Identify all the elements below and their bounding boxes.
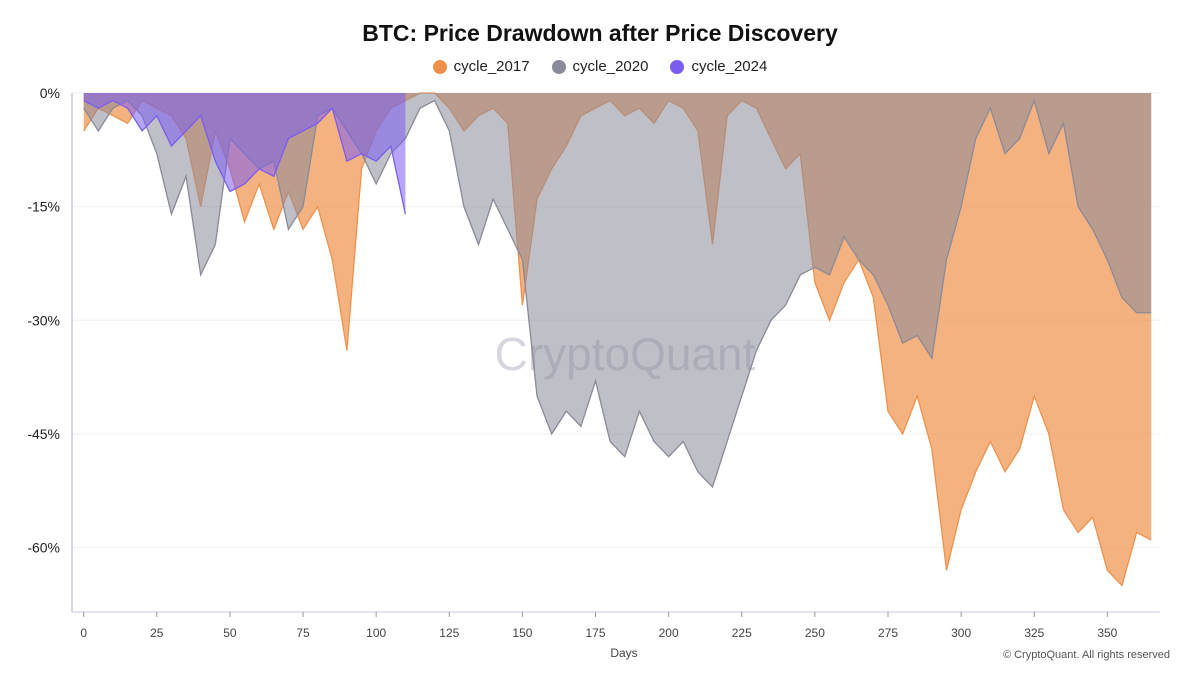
chart-title: BTC: Price Drawdown after Price Discover… [362, 20, 838, 46]
series-area-cycle_2020 [83, 93, 1152, 487]
x-tick-label: 25 [150, 626, 164, 640]
legend-label: cycle_2024 [691, 58, 768, 75]
x-tick-label: 350 [1097, 626, 1117, 640]
legend-label: cycle_2020 [572, 58, 649, 75]
y-tick-label: -60% [27, 540, 60, 556]
x-tick-label: 0 [80, 626, 87, 640]
legend-item-cycle-2024[interactable]: cycle_2024 [670, 58, 767, 75]
x-tick-label: 125 [439, 626, 459, 640]
credit: © CryptoQuant. All rights reserved [1002, 649, 1170, 661]
x-tick-label: 200 [659, 626, 679, 640]
x-tick-label: 75 [296, 626, 310, 640]
x-axis-label: Days [610, 646, 637, 660]
legend-item-cycle-2020[interactable]: cycle_2020 [551, 58, 649, 75]
legend-label: cycle_2017 [453, 58, 530, 75]
legend-item-cycle-2017[interactable]: cycle_2017 [432, 58, 530, 75]
y-tick-label: 0% [40, 85, 60, 101]
x-tick-label: 300 [951, 626, 971, 640]
series-line-cycle_2024 [83, 99, 407, 215]
x-tick-label: 275 [878, 626, 898, 640]
legend-swatch [432, 59, 447, 74]
y-tick-label: -15% [27, 199, 60, 215]
x-tick-label: 150 [512, 626, 532, 640]
y-tick-label: -45% [27, 426, 60, 442]
series-area-cycle_2024 [83, 93, 406, 215]
x-tick-label: 50 [223, 626, 237, 640]
legend: cycle_2017 cycle_2020 cycle_2024 [0, 58, 1200, 75]
y-tick-label: -30% [27, 312, 60, 328]
x-tick-label: 175 [586, 626, 606, 640]
x-tick-label: 325 [1024, 626, 1044, 640]
x-tick-label: 225 [732, 626, 752, 640]
legend-swatch [670, 59, 685, 74]
legend-swatch [551, 59, 566, 74]
x-tick-label: 250 [805, 626, 825, 640]
x-tick-label: 100 [366, 626, 386, 640]
